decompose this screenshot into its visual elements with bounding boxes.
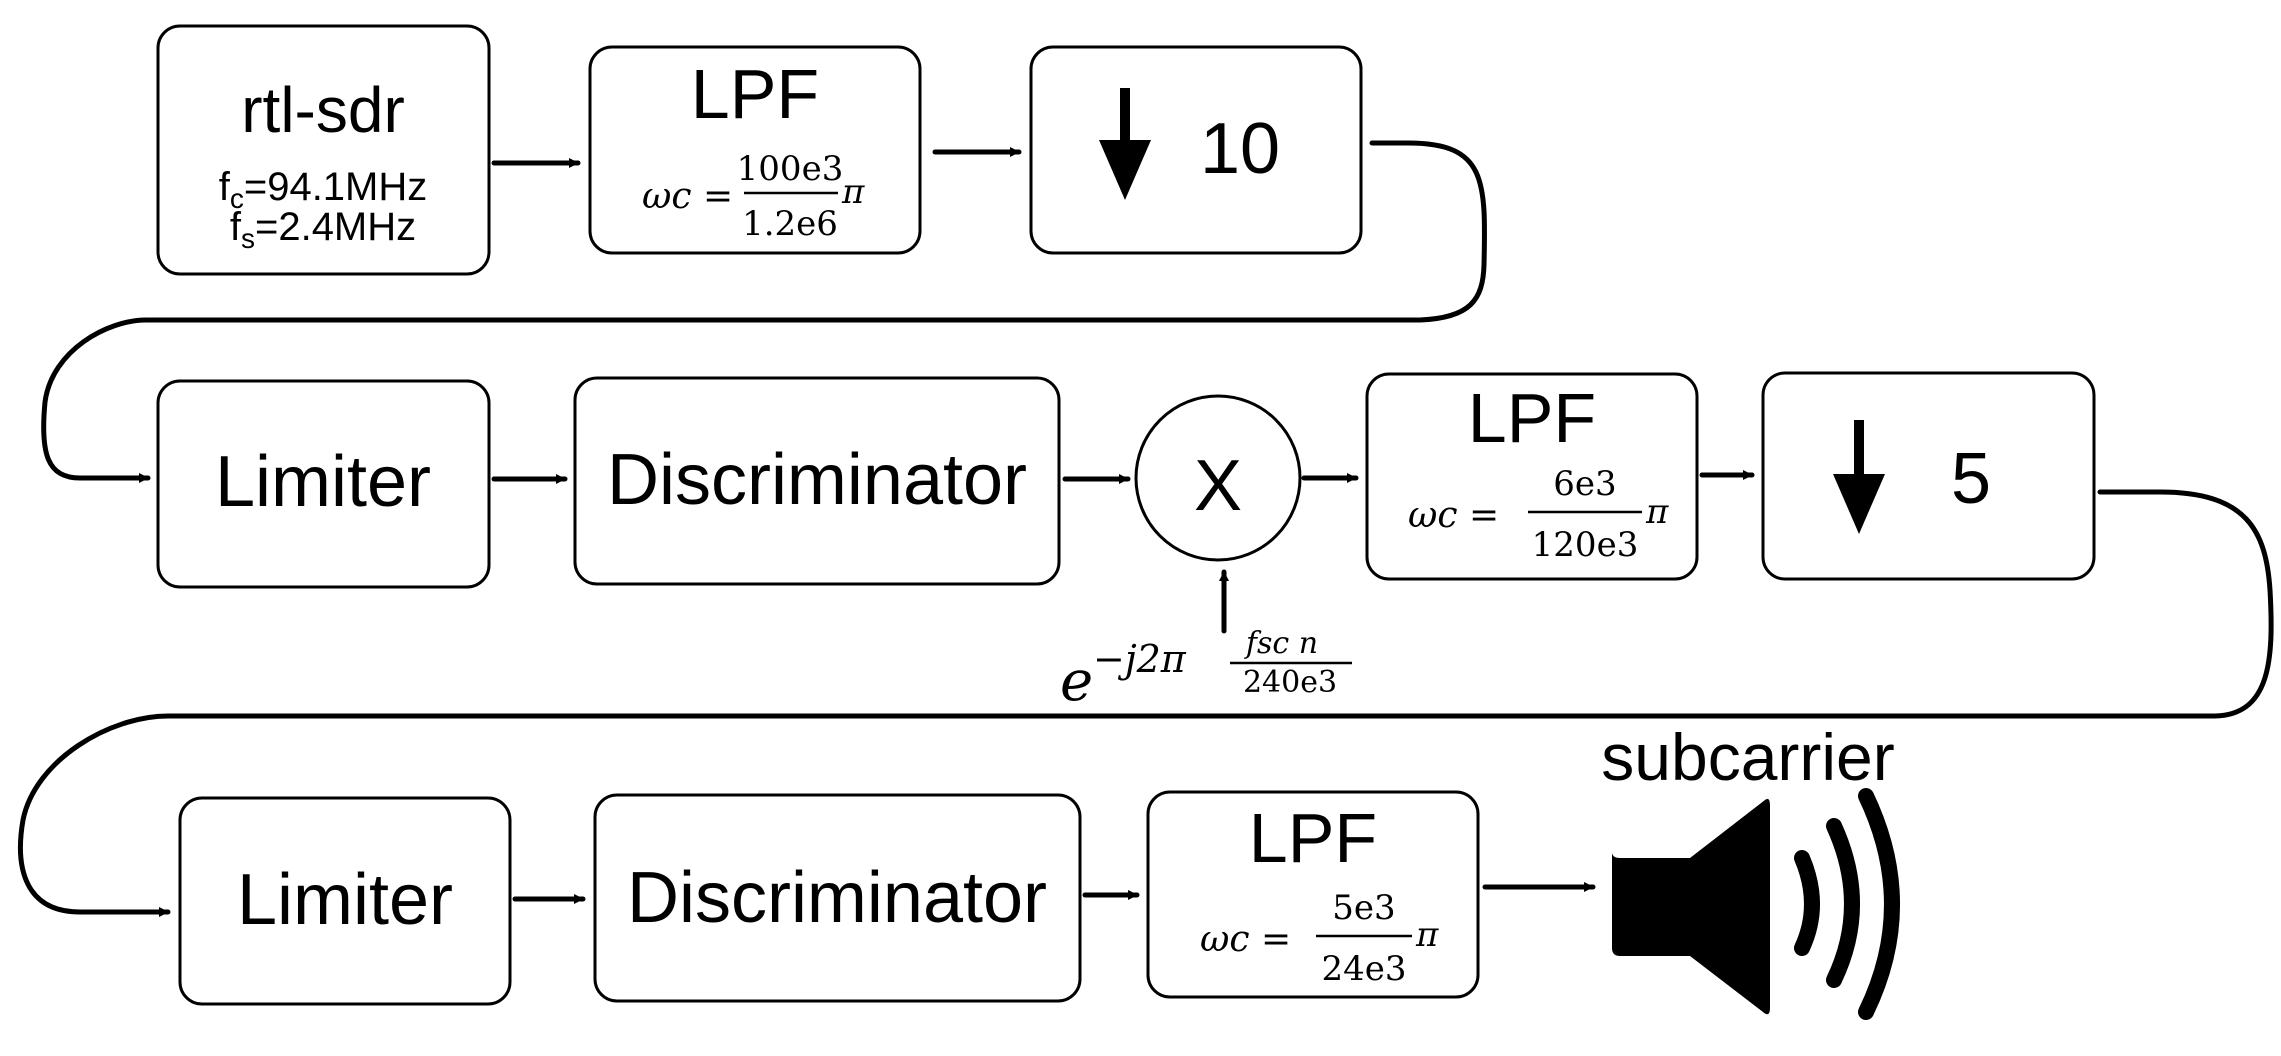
mixer-block: X (1134, 394, 1302, 562)
lpf-block-2: LPF ωc = 6e3 120e3 π (1365, 372, 1699, 581)
oscillator-denominator: 240e3 (1243, 665, 1337, 700)
lpf-3-pi: π (1415, 915, 1439, 955)
limiter-2-box (178, 796, 512, 1006)
oscillator-exponent: −j2π (1093, 637, 1187, 681)
speaker-icon (1612, 788, 1900, 1020)
lpf-3-denominator: 24e3 (1321, 949, 1406, 989)
limiter-block-2: Limiter (178, 796, 512, 1006)
lpf-1-numerator: 100e3 (737, 149, 844, 189)
connector-dec5-to-limiter (18, 489, 2274, 917)
subcarrier-label: subcarrier (1601, 720, 1894, 794)
lpf-2-box (1365, 372, 1699, 581)
connector-dec10-to-limiter (41, 140, 1488, 483)
center-frequency-label: fc=94.1MHz (219, 165, 428, 214)
discriminator-2-title: Discriminator (627, 858, 1047, 938)
limiter-1-title: Limiter (215, 442, 431, 522)
down-arrow-icon (1099, 88, 1151, 200)
discriminator-block-2: Discriminator (593, 793, 1082, 1003)
discriminator-2-box (593, 793, 1082, 1003)
lpf-1-title: LPF (691, 55, 819, 133)
rtl-sdr-block: rtl-sdr fc=94.1MHz fs=2.4MHz (156, 24, 491, 276)
lpf-block-1: LPF ωc = 100e3 1.2e6 π (588, 45, 922, 255)
oscillator-base: e (1060, 649, 1093, 714)
lpf-2-denominator: 120e3 (1532, 525, 1639, 565)
limiter-2-title: Limiter (237, 860, 453, 940)
decimator-10-block: 10 (1029, 45, 1363, 255)
limiter-1-box (156, 379, 491, 589)
lpf-3-numerator: 5e3 (1332, 888, 1395, 928)
lpf-2-pi: π (1645, 492, 1669, 532)
decimator-5-block: 5 (1761, 371, 2096, 581)
lpf-1-denominator: 1.2e6 (742, 204, 838, 244)
lpf-1-box (588, 45, 922, 255)
sample-rate-label: fs=2.4MHz (230, 205, 416, 254)
rtl-sdr-title: rtl-sdr (241, 74, 405, 146)
lpf-1-omega: ωc = (642, 176, 733, 217)
decimation-factor-10: 10 (1200, 109, 1280, 189)
lpf-2-numerator: 6e3 (1553, 464, 1616, 504)
rtl-sdr-box (156, 24, 491, 276)
lpf-3-box (1146, 790, 1480, 999)
decimation-factor-5: 5 (1951, 439, 1991, 519)
lpf-2-omega: ωc = (1408, 495, 1499, 536)
down-arrow-icon (1833, 420, 1885, 534)
discriminator-1-box (573, 376, 1061, 586)
decimator-5-box (1761, 371, 2096, 581)
oscillator-numerator: fsc n (1244, 626, 1318, 661)
lpf-2-title: LPF (1468, 379, 1596, 457)
lpf-1-pi: π (841, 172, 865, 212)
lpf-block-3: LPF ωc = 5e3 24e3 π (1146, 790, 1480, 999)
lpf-3-title: LPF (1249, 799, 1377, 877)
mixer-circle (1134, 394, 1302, 562)
subcarrier-output: subcarrier (1601, 720, 1900, 1020)
mixer-symbol: X (1194, 446, 1242, 526)
oscillator-expression: e −j2π fsc n 240e3 (1060, 626, 1352, 714)
decimator-10-box (1029, 45, 1363, 255)
limiter-block-1: Limiter (156, 379, 491, 589)
discriminator-block-1: Discriminator (573, 376, 1061, 586)
lpf-3-omega: ωc = (1200, 919, 1291, 960)
discriminator-1-title: Discriminator (607, 440, 1027, 520)
